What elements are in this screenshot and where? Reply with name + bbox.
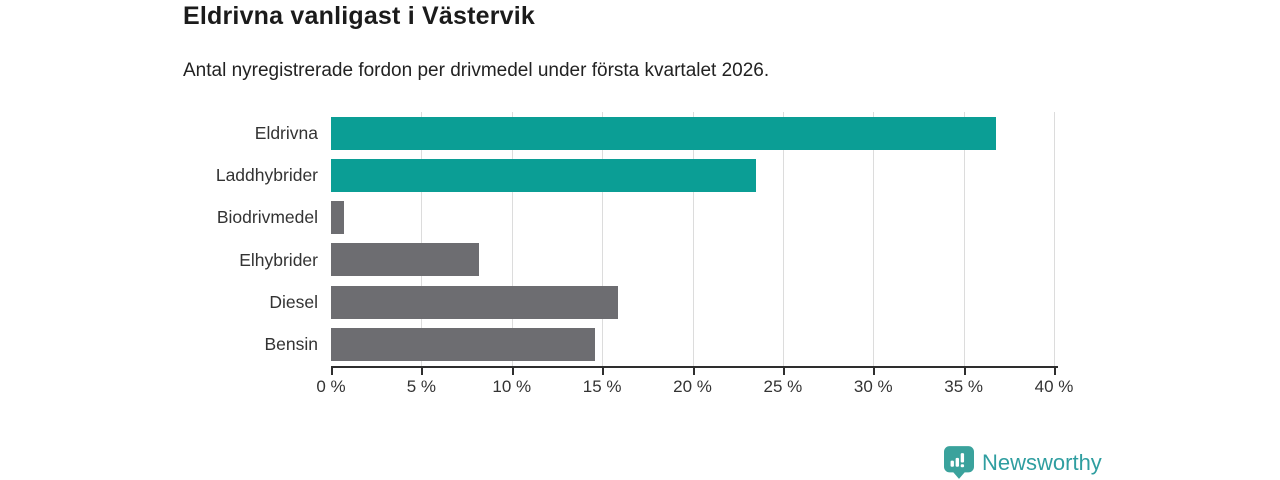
newsworthy-bars-bubble-icon <box>944 446 974 479</box>
page-title: Eldrivna vanligast i Västervik <box>183 2 535 30</box>
gridline <box>421 112 423 366</box>
x-tick-label: 15 % <box>582 377 622 396</box>
bar-elhybrider <box>331 243 480 277</box>
bar-chart: Eldrivna Laddhybrider Biodrivmedel Elhybrid… <box>0 112 1100 366</box>
x-tick-label: 30 % <box>853 377 893 396</box>
category-label: Eldrivna <box>254 122 318 143</box>
page-subtitle: Antal nyregistrerade fordon per drivmede… <box>183 60 770 81</box>
category-label: Elhybrider <box>239 249 318 270</box>
x-tick-mark <box>782 368 785 375</box>
chart-row-laddhybrider: Laddhybrider <box>0 154 1100 196</box>
chart-row-biodrivmedel: Biodrivmedel <box>0 197 1100 239</box>
category-label: Diesel <box>269 291 318 312</box>
x-tick-label: 40 % <box>1034 377 1074 396</box>
category-label: Biodrivmedel <box>216 207 318 228</box>
bar-laddhybrider <box>331 158 756 192</box>
bar-track <box>331 154 1054 196</box>
gridline <box>1054 112 1055 366</box>
chart-row-bensin: Bensin <box>0 324 1100 366</box>
x-tick-label: 5 % <box>406 377 437 396</box>
bar-track <box>331 281 1054 323</box>
x-tick-label: 0 % <box>316 377 346 396</box>
x-axis-line <box>331 366 1058 368</box>
chart-row-eldrivna: Eldrivna <box>0 112 1100 154</box>
x-tick-mark <box>963 368 966 375</box>
x-tick-mark <box>692 368 695 375</box>
bar-diesel <box>331 285 619 319</box>
gridline <box>963 112 965 366</box>
chart-gridlines <box>331 112 1055 366</box>
gridline <box>782 112 784 366</box>
bar-biodrivmedel <box>331 201 344 235</box>
bar-track <box>331 112 1054 154</box>
bar-bensin <box>331 328 595 362</box>
bar-track <box>331 239 1054 281</box>
bar-eldrivna <box>331 116 997 150</box>
x-tick-mark <box>602 368 605 375</box>
chart-row-diesel: Diesel <box>0 281 1100 323</box>
bar-track <box>331 197 1054 239</box>
x-tick-label: 35 % <box>944 377 983 396</box>
newsworthy-logo[interactable]: Newsworthy <box>944 446 1102 479</box>
x-tick-mark <box>873 368 876 375</box>
gridline <box>873 112 875 366</box>
x-tick-label: 25 % <box>763 377 803 396</box>
x-tick-mark <box>421 368 424 375</box>
x-tick-mark <box>511 368 514 375</box>
gridline <box>602 112 604 366</box>
category-label: Laddhybrider <box>215 164 318 185</box>
x-tick-mark <box>331 368 333 375</box>
bar-track <box>331 324 1054 366</box>
x-tick-label: 20 % <box>673 377 712 396</box>
gridline <box>692 112 694 366</box>
chart-row-elhybrider: Elhybrider <box>0 239 1100 281</box>
x-tick-label: 10 % <box>492 377 532 396</box>
newsworthy-logo-text: Newsworthy <box>982 449 1102 475</box>
x-tick-mark <box>1054 368 1056 375</box>
gridline <box>511 112 513 366</box>
category-label: Bensin <box>264 334 318 355</box>
